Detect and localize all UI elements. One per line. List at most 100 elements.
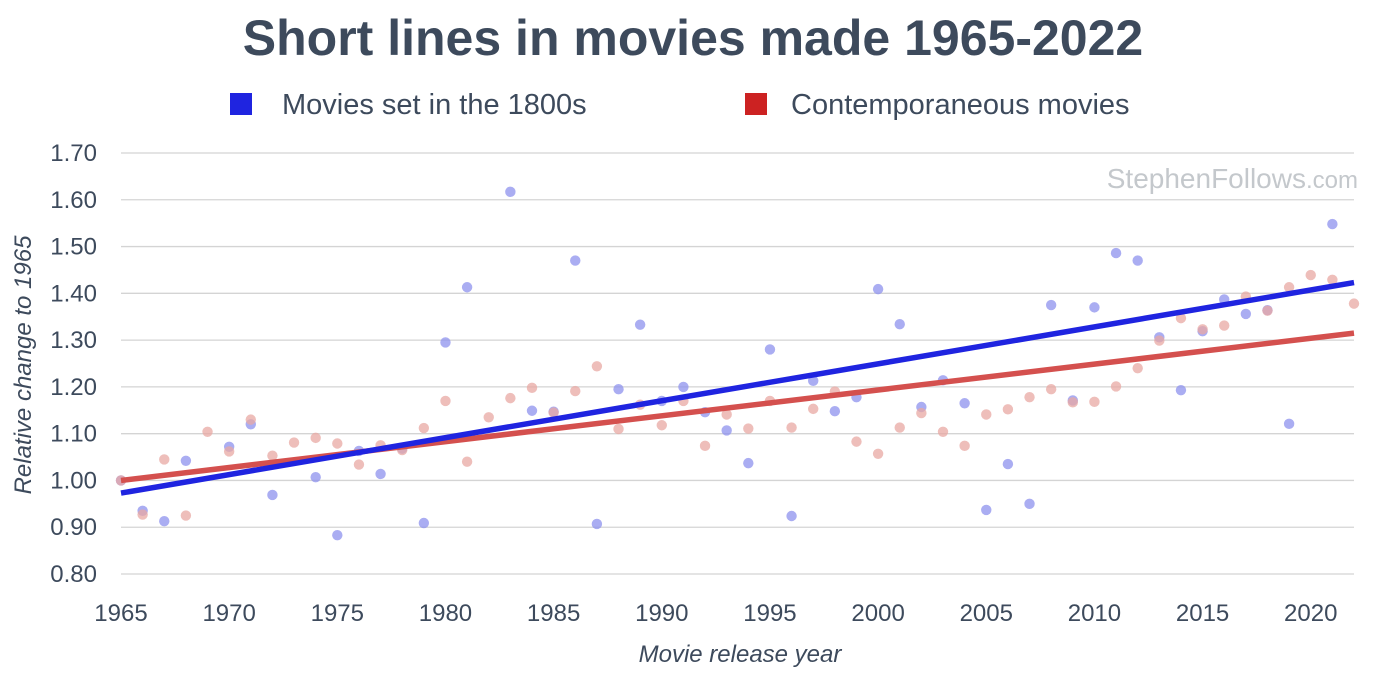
legend-swatch-1800s bbox=[230, 93, 252, 115]
data-point-contemporaneous bbox=[548, 407, 559, 418]
data-point-contemporaneous bbox=[591, 361, 603, 372]
data-point-contemporaneous bbox=[353, 459, 365, 470]
x-tick-label: 1975 bbox=[311, 600, 364, 627]
data-point-1800s bbox=[634, 319, 646, 330]
legend-label-contemporaneous: Contemporaneous movies bbox=[791, 89, 1130, 121]
data-point-contemporaneous bbox=[959, 440, 970, 452]
data-point-contemporaneous bbox=[1327, 274, 1338, 285]
data-point-1800s bbox=[440, 337, 451, 348]
chart-title: Short lines in movies made 1965-2022 bbox=[243, 10, 1143, 66]
data-point-contemporaneous bbox=[332, 438, 343, 449]
y-tick-label: 0.80 bbox=[50, 561, 97, 588]
data-point-contemporaneous bbox=[1219, 320, 1230, 331]
gridlines bbox=[121, 152, 1354, 575]
data-point-contemporaneous bbox=[288, 437, 300, 448]
x-tick-label: 2020 bbox=[1284, 600, 1337, 627]
data-point-contemporaneous bbox=[1067, 397, 1078, 408]
data-point-contemporaneous bbox=[505, 392, 516, 404]
data-point-1800s bbox=[159, 515, 170, 527]
data-point-contemporaneous bbox=[981, 409, 992, 420]
x-tick-label: 1965 bbox=[94, 600, 147, 627]
data-point-contemporaneous bbox=[1110, 381, 1122, 392]
data-point-contemporaneous bbox=[159, 454, 170, 465]
data-point-contemporaneous bbox=[894, 422, 905, 433]
data-point-contemporaneous bbox=[1045, 384, 1057, 395]
watermark-suffix: .com bbox=[1306, 167, 1358, 194]
data-point-1800s bbox=[721, 425, 732, 436]
data-point-1800s bbox=[505, 186, 516, 198]
data-point-1800s bbox=[959, 398, 970, 409]
data-point-1800s bbox=[570, 255, 581, 266]
series-1800s-points bbox=[115, 186, 1338, 541]
x-axis-ticks: 1965 1970 1975 1980 1985 1990 1995 2000 2005 2010… bbox=[94, 600, 1337, 627]
data-point-contemporaneous bbox=[1024, 391, 1035, 403]
data-point-1800s bbox=[1327, 218, 1338, 230]
data-point-1800s bbox=[1283, 418, 1295, 430]
data-point-contemporaneous bbox=[570, 385, 581, 397]
data-point-contemporaneous bbox=[1305, 269, 1316, 281]
data-point-1800s bbox=[461, 282, 473, 293]
data-point-1800s bbox=[894, 319, 905, 330]
y-tick-label: 1.60 bbox=[50, 187, 97, 214]
data-point-contemporaneous bbox=[461, 456, 473, 467]
data-point-contemporaneous bbox=[656, 420, 667, 431]
series-contemporaneous-points bbox=[115, 269, 1360, 521]
data-point-1800s bbox=[1089, 302, 1100, 313]
trend-line-1800s bbox=[120, 279, 1355, 496]
data-point-1800s bbox=[332, 529, 343, 541]
data-point-1800s bbox=[526, 405, 538, 416]
data-point-contemporaneous bbox=[1348, 298, 1360, 309]
watermark: StephenFollows.com bbox=[1107, 163, 1358, 194]
data-point-1800s bbox=[310, 471, 321, 483]
x-tick-label: 1995 bbox=[743, 600, 796, 627]
data-point-1800s bbox=[743, 457, 754, 469]
x-tick-label: 2010 bbox=[1068, 600, 1121, 627]
y-tick-label: 1.50 bbox=[50, 234, 97, 261]
x-tick-label: 2000 bbox=[851, 600, 904, 627]
x-tick-label: 1970 bbox=[202, 600, 255, 627]
data-point-contemporaneous bbox=[872, 448, 884, 459]
data-point-1800s bbox=[267, 489, 278, 501]
y-axis-label: Relative change to 1965 bbox=[10, 235, 37, 495]
data-point-1800s bbox=[180, 455, 192, 466]
data-point-contemporaneous bbox=[1262, 305, 1273, 316]
legend-label-1800s: Movies set in the 1800s bbox=[282, 89, 587, 121]
data-point-contemporaneous bbox=[483, 412, 494, 423]
data-point-contemporaneous bbox=[1154, 335, 1165, 346]
legend: Movies set in the 1800s Contemporaneous … bbox=[230, 89, 1130, 121]
data-point-contemporaneous bbox=[743, 423, 754, 434]
data-point-contemporaneous bbox=[245, 414, 256, 425]
legend-swatch-contemporaneous bbox=[745, 93, 767, 115]
data-point-1800s bbox=[786, 510, 797, 522]
data-point-1800s bbox=[678, 381, 689, 393]
x-tick-label: 2015 bbox=[1176, 600, 1229, 627]
data-point-1800s bbox=[764, 344, 776, 355]
data-point-contemporaneous bbox=[1283, 282, 1295, 293]
data-point-1800s bbox=[1045, 299, 1057, 311]
x-tick-label: 1990 bbox=[635, 600, 688, 627]
data-point-contemporaneous bbox=[202, 426, 213, 437]
data-point-contemporaneous bbox=[613, 423, 624, 435]
data-point-contemporaneous bbox=[1197, 324, 1208, 335]
data-point-contemporaneous bbox=[526, 382, 538, 394]
data-point-contemporaneous bbox=[786, 422, 797, 433]
watermark-main: StephenFollows bbox=[1107, 163, 1306, 194]
data-point-1800s bbox=[1132, 255, 1143, 266]
x-tick-label: 1980 bbox=[419, 600, 472, 627]
data-point-contemporaneous bbox=[937, 426, 949, 437]
data-point-1800s bbox=[1240, 308, 1252, 320]
data-point-contemporaneous bbox=[180, 510, 192, 521]
x-tick-label: 2005 bbox=[960, 600, 1013, 627]
data-point-1800s bbox=[1175, 384, 1187, 396]
data-point-1800s bbox=[872, 283, 884, 295]
data-point-contemporaneous bbox=[223, 446, 235, 457]
data-point-1800s bbox=[591, 518, 603, 530]
data-point-contemporaneous bbox=[808, 403, 819, 415]
data-point-1800s bbox=[375, 468, 386, 480]
data-point-contemporaneous bbox=[1089, 396, 1100, 408]
x-tick-label: 1985 bbox=[527, 600, 580, 627]
data-point-contemporaneous bbox=[699, 440, 711, 452]
data-point-contemporaneous bbox=[418, 422, 430, 434]
data-point-contemporaneous bbox=[1132, 362, 1143, 374]
